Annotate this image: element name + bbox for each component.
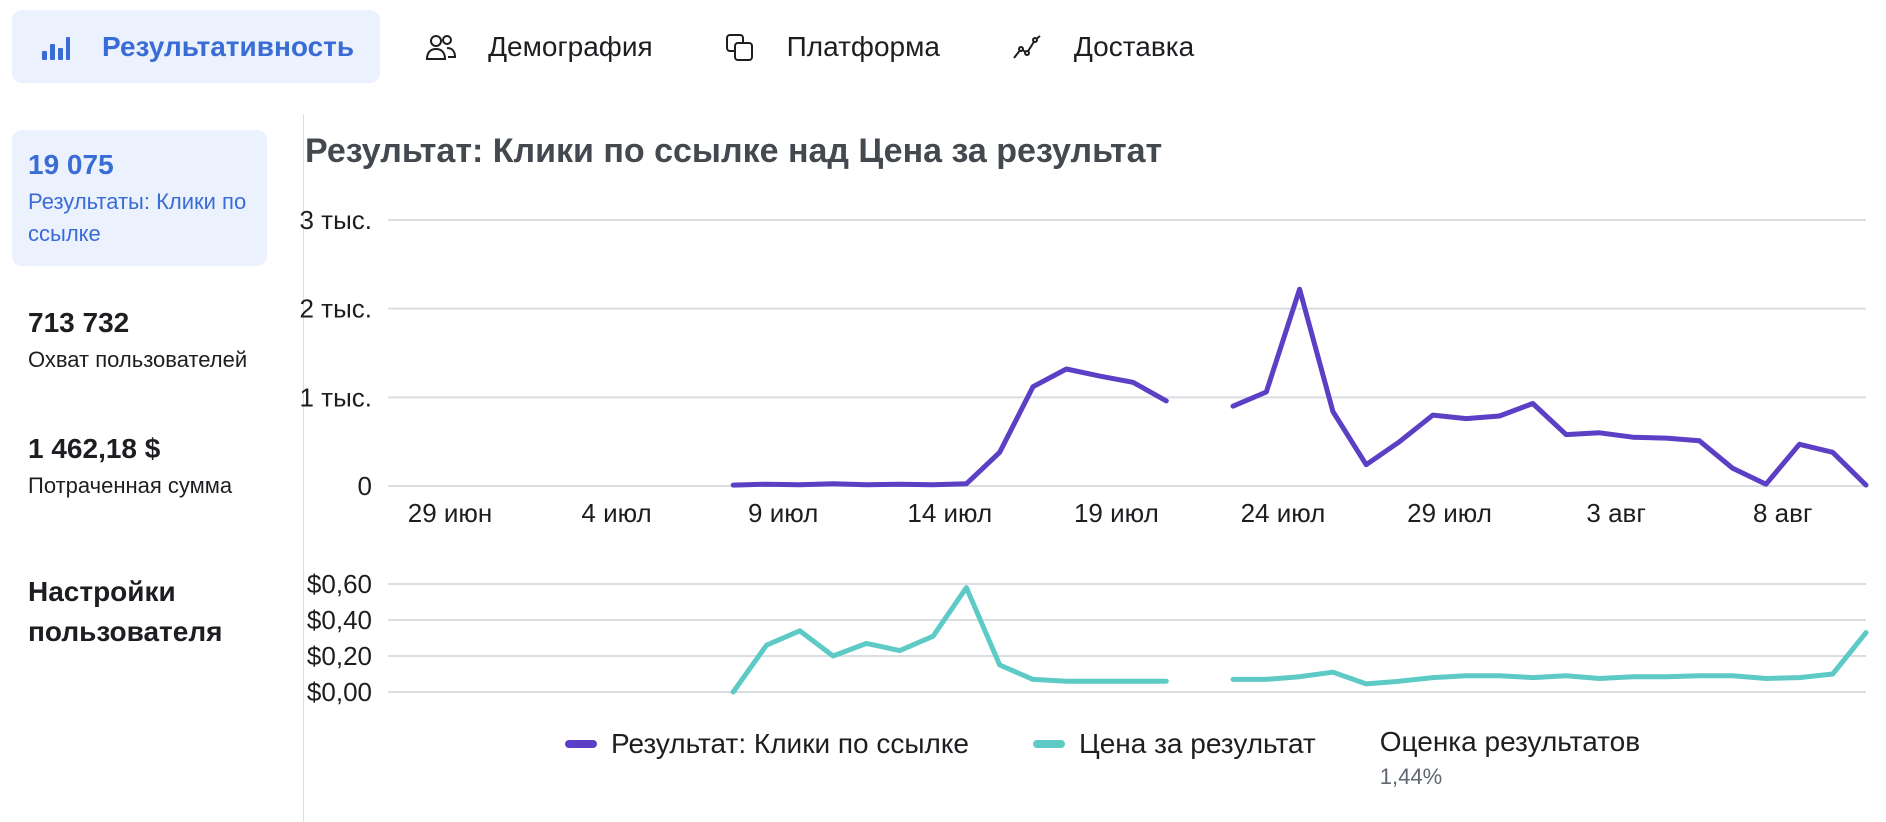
y-tick-label: $0,40: [307, 605, 372, 635]
tab-bar: Результативность Демография Платформа: [12, 10, 1238, 83]
legend-label: Результат: Клики по ссылке: [611, 728, 969, 759]
x-tick-label: 9 июл: [748, 498, 818, 528]
metric-value: 19 075: [28, 149, 114, 180]
y-tick-label: $0,00: [307, 677, 372, 707]
metric-reach[interactable]: 713 732 Охват пользователей: [12, 288, 267, 392]
series-line-cost: [730, 585, 1169, 695]
estimate-value: 1,44%: [1379, 764, 1443, 789]
y-tick-label: $0,20: [307, 641, 372, 671]
y-tick-label: 3 тыс.: [299, 205, 372, 235]
chart-legend: Результат: Клики по ссылке Цена за резул…: [565, 726, 1640, 790]
user-settings-heading[interactable]: Настройки пользователя: [28, 576, 223, 647]
x-tick-label: 29 июн: [408, 498, 493, 528]
bar-chart-icon: [38, 30, 72, 64]
metric-label: Охват пользователей: [28, 347, 248, 372]
platform-icon: [723, 30, 757, 64]
x-tick-label: 14 июл: [907, 498, 992, 528]
series-line-cost: [1230, 630, 1869, 687]
legend-item-cost[interactable]: Цена за результат: [1032, 726, 1316, 762]
y-tick-label: 2 тыс.: [299, 294, 372, 324]
people-icon: [424, 30, 458, 64]
tab-label: Результативность: [102, 30, 355, 62]
tab-demography[interactable]: Демография: [398, 10, 679, 83]
y-tick-label: 0: [358, 471, 372, 501]
legend-label: Цена за результат: [1078, 728, 1316, 759]
legend-estimate: Оценка результатов 1,44%: [1380, 726, 1640, 790]
metric-value: 1 462,18 $: [28, 433, 161, 464]
tab-platform[interactable]: Платформа: [697, 10, 966, 83]
x-tick-label: 29 июл: [1407, 498, 1492, 528]
metric-link-clicks[interactable]: 19 075 Результаты: Клики по ссылке: [12, 130, 267, 266]
tab-label: Платформа: [786, 30, 940, 62]
tab-label: Демография: [488, 30, 653, 62]
chart-title: Результат: Клики по ссылке над Цена за р…: [305, 132, 1163, 170]
x-tick-label: 8 авг: [1753, 498, 1812, 528]
x-tick-label: 3 авг: [1586, 498, 1645, 528]
tab-performance[interactable]: Результативность: [12, 10, 381, 83]
y-tick-label: 1 тыс.: [299, 382, 372, 412]
divider: [303, 114, 304, 822]
x-tick-label: 19 июл: [1074, 498, 1159, 528]
y-tick-label: $0,60: [307, 569, 372, 599]
x-tick-label: 24 июл: [1241, 498, 1326, 528]
estimate-label: Оценка результатов: [1379, 726, 1641, 757]
tab-delivery[interactable]: Доставка: [984, 10, 1220, 83]
legend-swatch: [1032, 740, 1065, 748]
metrics-panel: 19 075 Результаты: Клики по ссылке 713 7…: [12, 130, 267, 540]
tab-label: Доставка: [1073, 30, 1195, 62]
delivery-icon: [1010, 30, 1044, 64]
metric-label: Результаты: Клики по ссылке: [28, 189, 247, 246]
metric-spend[interactable]: 1 462,18 $ Потраченная сумма: [12, 414, 267, 518]
metric-value: 713 732: [28, 307, 130, 338]
series-line-results: [1230, 286, 1869, 488]
legend-item-results[interactable]: Результат: Клики по ссылке: [565, 726, 969, 762]
metric-label: Потраченная сумма: [28, 473, 233, 498]
series-line-results: [730, 366, 1169, 488]
legend-swatch: [565, 740, 597, 748]
x-tick-label: 4 июл: [581, 498, 651, 528]
